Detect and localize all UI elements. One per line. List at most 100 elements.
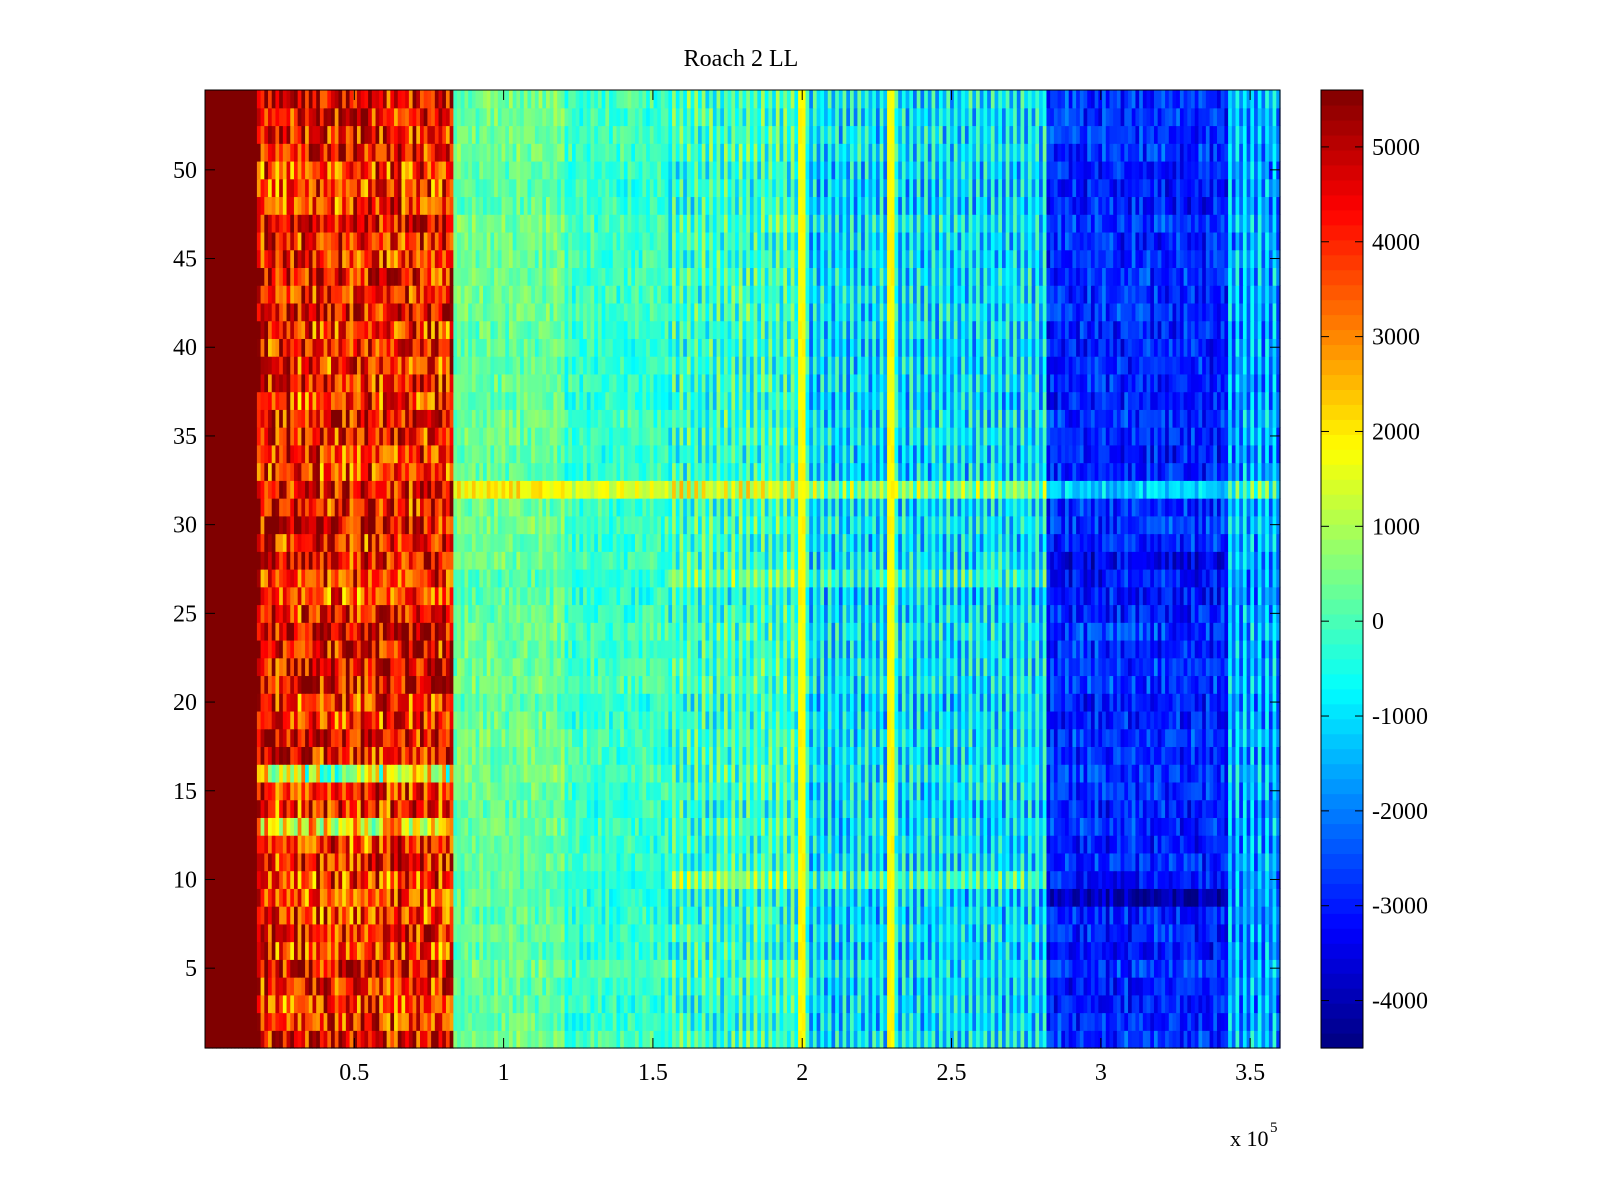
heatmap-cell (542, 959, 547, 978)
heatmap-cell (256, 870, 262, 889)
heatmap-cell (1268, 1012, 1274, 1031)
heatmap-cell (375, 1030, 380, 1049)
heatmap-cell (672, 781, 677, 801)
heatmap-cell (998, 888, 1003, 907)
heatmap-cell (586, 746, 592, 765)
heatmap-cell (983, 1012, 988, 1031)
heatmap-cell (831, 870, 836, 889)
heatmap-cell (268, 835, 273, 854)
heatmap-cell (360, 923, 365, 943)
heatmap-cell (753, 1012, 758, 1031)
heatmap-cell (890, 764, 896, 783)
heatmap-cell (1083, 888, 1088, 907)
heatmap-cell (590, 959, 595, 978)
heatmap-cell (479, 906, 484, 925)
heatmap-cell (964, 799, 970, 818)
heatmap-cell (879, 835, 884, 854)
heatmap-cell (282, 994, 288, 1014)
heatmap-cell (927, 1012, 933, 1031)
heatmap-cell (427, 1030, 432, 1049)
heatmap-cell (1202, 746, 1207, 765)
heatmap-cell (1220, 1012, 1225, 1031)
heatmap-cell (486, 977, 492, 996)
heatmap-cell (308, 870, 314, 889)
heatmap-cell (460, 799, 466, 818)
heatmap-cell (1172, 977, 1177, 996)
heatmap-cell (523, 1030, 529, 1049)
heatmap-cell (968, 817, 973, 836)
heatmap-cell (286, 906, 291, 925)
heatmap-cell (1072, 835, 1077, 854)
heatmap-cell (1079, 746, 1085, 765)
heatmap-cell (253, 906, 258, 925)
heatmap-cell (987, 746, 992, 765)
heatmap-cell (360, 764, 365, 783)
heatmap-cell (564, 764, 569, 783)
heatmap-cell (571, 1030, 577, 1049)
heatmap-cell (738, 994, 744, 1014)
heatmap-cell (534, 835, 540, 854)
heatmap-cell (1024, 764, 1029, 783)
heatmap-cell (568, 977, 573, 996)
heatmap-cell (379, 923, 384, 943)
heatmap-cell (445, 835, 451, 854)
heatmap-cell (1131, 781, 1137, 801)
heatmap-cell (497, 764, 503, 783)
heatmap-cell (879, 852, 884, 872)
heatmap-cell (779, 941, 784, 960)
heatmap-cell (264, 941, 269, 960)
heatmap-cell (334, 746, 340, 765)
heatmap-cell (501, 941, 506, 960)
heatmap-cell (1102, 906, 1107, 925)
heatmap-cell (571, 852, 577, 872)
heatmap-cell (501, 835, 506, 854)
heatmap-cell (1105, 817, 1111, 836)
heatmap-cell (338, 852, 343, 872)
heatmap-cell (1250, 852, 1255, 872)
heatmap-cell (264, 852, 269, 872)
heatmap-cell (412, 870, 417, 889)
heatmap-cell (1035, 959, 1040, 978)
heatmap-cell (657, 835, 662, 854)
heatmap-cell (723, 835, 729, 854)
heatmap-cell (679, 977, 684, 996)
heatmap-cell (549, 870, 555, 889)
heatmap-cell (382, 799, 388, 818)
heatmap-cell (805, 959, 810, 978)
heatmap-cell (1194, 870, 1200, 889)
heatmap-cell (234, 977, 239, 996)
heatmap-cell (786, 764, 792, 783)
heatmap-cell (1079, 764, 1085, 783)
heatmap-cell (742, 835, 747, 854)
heatmap-cell (420, 959, 425, 978)
heatmap-cell (842, 923, 847, 943)
heatmap-cell (786, 994, 792, 1014)
heatmap-cell (1046, 870, 1051, 889)
heatmap-cell (786, 817, 792, 836)
heatmap-cell (853, 764, 859, 783)
heatmap-cell (542, 746, 547, 765)
heatmap-cell (227, 906, 232, 925)
heatmap-cell (575, 764, 580, 783)
heatmap-cell (753, 977, 758, 996)
heatmap-cell (331, 746, 336, 765)
heatmap-cell (356, 906, 362, 925)
heatmap-cell (464, 923, 469, 943)
heatmap-cell (1213, 994, 1218, 1014)
heatmap-cell (631, 746, 636, 765)
heatmap-cell (260, 799, 265, 818)
heatmap-cell (842, 870, 847, 889)
heatmap-cell (1016, 906, 1022, 925)
heatmap-cell (894, 799, 899, 818)
heatmap-cell (1124, 799, 1129, 818)
heatmap-cell (1102, 923, 1107, 943)
heatmap-cell (979, 746, 985, 765)
heatmap-cell (1224, 781, 1229, 801)
heatmap-cell (353, 959, 358, 978)
heatmap-cell (1013, 852, 1018, 872)
heatmap-cell (1202, 852, 1207, 872)
heatmap-cell (887, 977, 892, 996)
heatmap-cell (846, 817, 851, 836)
heatmap-cell (657, 799, 662, 818)
heatmap-cell (1090, 746, 1096, 765)
